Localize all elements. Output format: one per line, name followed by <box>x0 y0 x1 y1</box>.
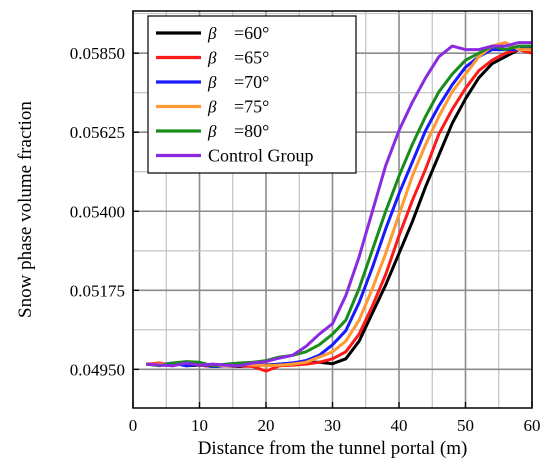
legend-symbol: β <box>207 24 217 43</box>
x-tick-label: 30 <box>324 416 341 435</box>
x-axis-title: Distance from the tunnel portal (m) <box>198 438 468 459</box>
legend-label: =60° <box>234 23 269 43</box>
x-tick-label: 40 <box>391 416 408 435</box>
legend-label: =75° <box>234 97 269 117</box>
legend-box <box>147 15 357 174</box>
series-lines <box>146 41 533 373</box>
x-tick-label: 50 <box>457 416 474 435</box>
legend-label: Control Group <box>208 146 314 166</box>
y-tick-label: 0.04950 <box>70 360 125 379</box>
legend-symbol: β <box>207 73 217 92</box>
x-tick-label: 20 <box>258 416 275 435</box>
x-tick-label: 0 <box>129 416 138 435</box>
x-tick-label: 10 <box>191 416 208 435</box>
y-axis-title: Snow phase volume fraction <box>15 101 36 318</box>
y-tick-label: 0.05175 <box>70 281 125 300</box>
legend-label: =80° <box>234 121 269 141</box>
legend-symbol: β <box>207 122 217 141</box>
legend-label: =65° <box>234 48 269 68</box>
y-tick-label: 0.05850 <box>70 44 125 63</box>
x-tick-label: 60 <box>524 416 541 435</box>
legend-label: =70° <box>234 72 269 92</box>
y-tick-label: 0.05400 <box>70 202 125 221</box>
legend-symbol: β <box>207 98 217 117</box>
series-line-5 <box>146 41 532 368</box>
y-tick-label: 0.05625 <box>70 123 125 142</box>
axis-ticks: 0 10 20 30 40 50 60 0.04950 0.05175 0.05400 0.0562… <box>70 44 541 435</box>
legend: β =60° β =65° β =70° β =75° β =80° Control Group <box>147 15 357 174</box>
legend-symbol: β <box>207 49 217 68</box>
